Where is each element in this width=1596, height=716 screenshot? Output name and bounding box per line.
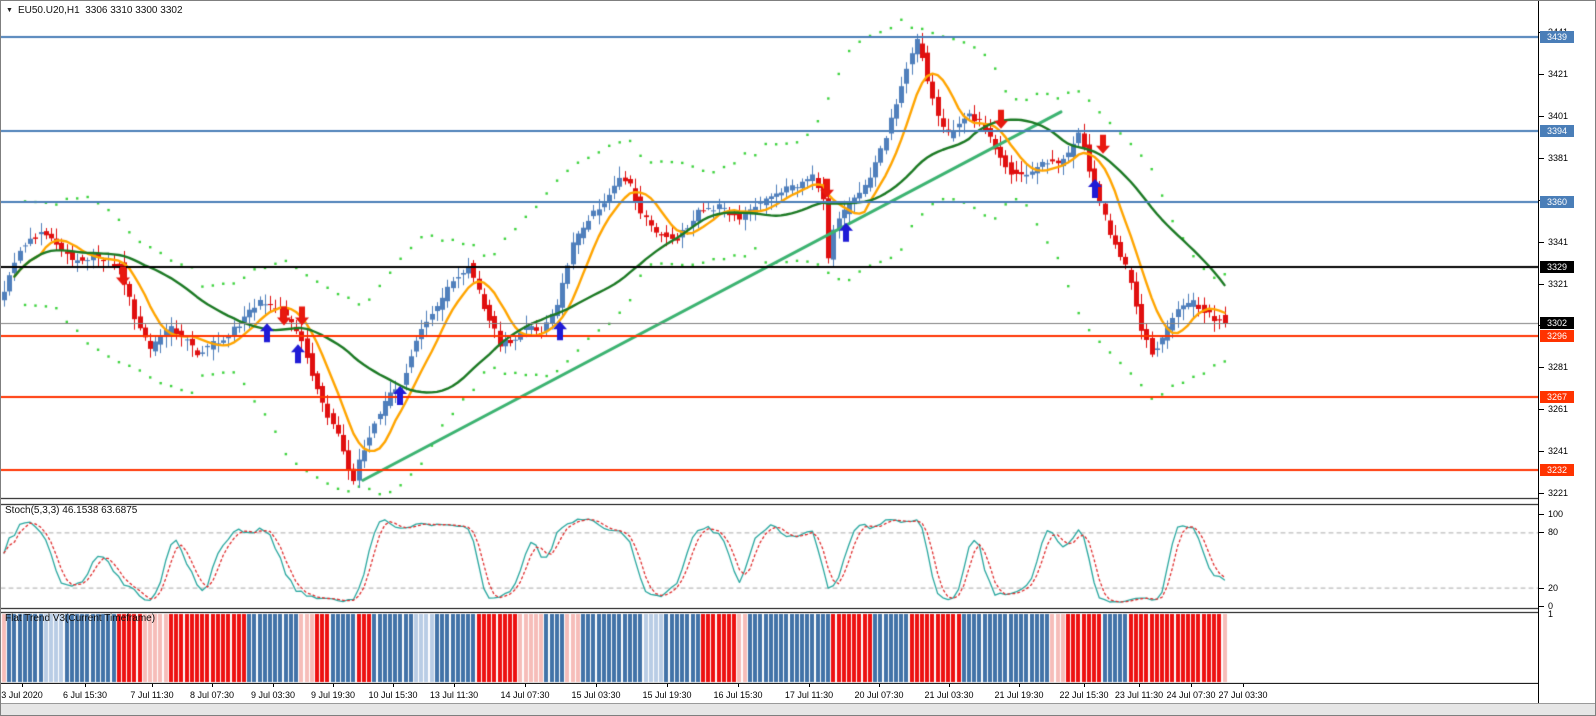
time-axis-label: 20 Jul 07:30 <box>854 690 904 700</box>
chart-canvas[interactable] <box>1 1 1538 684</box>
price-level-badge: 3267 <box>1540 391 1574 403</box>
time-tick-mark <box>667 684 668 687</box>
time-axis-label: 15 Jul 19:30 <box>642 690 692 700</box>
time-axis-label: 7 Jul 11:30 <box>130 690 174 700</box>
price-tick-mark <box>1539 284 1544 285</box>
time-axis-label: 3 Jul 2020 <box>1 690 43 700</box>
time-axis-label: 22 Jul 15:30 <box>1059 690 1109 700</box>
price-tick-mark <box>1539 242 1544 243</box>
stoch-tick-mark <box>1539 588 1544 589</box>
time-axis-label: 15 Jul 03:30 <box>571 690 621 700</box>
time-tick-mark <box>879 684 880 687</box>
price-tick-mark <box>1539 158 1544 159</box>
time-axis-label: 9 Jul 03:30 <box>250 690 296 700</box>
time-tick-mark <box>393 684 394 687</box>
time-tick-mark <box>1084 684 1085 687</box>
flat-tick-label: 1 <box>1548 609 1554 619</box>
price-tick-label: 3281 <box>1548 362 1569 372</box>
stoch-indicator-label: Stoch(5,3,3) 46.1538 63.6875 <box>5 505 138 516</box>
price-tick-mark <box>1539 409 1544 410</box>
stoch-tick-mark <box>1539 514 1544 515</box>
time-axis-label: 16 Jul 15:30 <box>713 690 763 700</box>
time-axis-label: 14 Jul 07:30 <box>500 690 550 700</box>
stoch-tick-label: 80 <box>1548 527 1559 537</box>
price-tick-label: 3341 <box>1548 237 1569 247</box>
time-axis-label: 8 Jul 07:30 <box>189 690 235 700</box>
time-tick-mark <box>454 684 455 687</box>
time-axis-label: 13 Jul 11:30 <box>429 690 479 700</box>
time-tick-mark <box>1191 684 1192 687</box>
time-axis-label: 9 Jul 19:30 <box>310 690 356 700</box>
stoch-tick-label: 20 <box>1548 583 1559 593</box>
price-tick-mark <box>1539 493 1544 494</box>
price-tick-label: 3401 <box>1548 111 1569 121</box>
time-axis-label: 6 Jul 15:30 <box>62 690 108 700</box>
time-tick-mark <box>809 684 810 687</box>
price-level-badge: 3302 <box>1540 317 1574 329</box>
price-tick-mark <box>1539 451 1544 452</box>
time-tick-mark <box>273 684 274 687</box>
time-tick-mark <box>949 684 950 687</box>
price-tick-label: 3421 <box>1548 69 1569 79</box>
time-tick-mark <box>525 684 526 687</box>
time-axis-label: 10 Jul 15:30 <box>368 690 418 700</box>
flat-trend-indicator-label: Flat Trend V3(Current Timeframe) <box>5 613 156 624</box>
stoch-tick-mark <box>1539 532 1544 533</box>
price-level-badge: 3394 <box>1540 125 1574 137</box>
time-tick-mark <box>212 684 213 687</box>
price-tick-label: 3261 <box>1548 404 1569 414</box>
stoch-tick-label: 0 <box>1548 601 1554 611</box>
time-tick-mark <box>1019 684 1020 687</box>
price-level-badge: 3232 <box>1540 464 1574 476</box>
time-tick-mark <box>22 684 23 687</box>
price-level-badge: 3439 <box>1540 31 1574 43</box>
time-tick-mark <box>1139 684 1140 687</box>
price-tick-mark <box>1539 367 1544 368</box>
price-level-badge: 3329 <box>1540 261 1574 273</box>
price-tick-label: 3321 <box>1548 279 1569 289</box>
time-axis-label: 24 Jul 07:30 <box>1166 690 1216 700</box>
time-tick-mark <box>738 684 739 687</box>
time-axis-label: 23 Jul 11:30 <box>1114 690 1164 700</box>
chart-header: ▼ EU50.U20,H1 3306 3310 3300 3302 <box>6 5 183 16</box>
time-tick-mark <box>152 684 153 687</box>
price-tick-mark <box>1539 74 1544 75</box>
stoch-tick-label: 100 <box>1548 509 1564 519</box>
price-level-badge: 3360 <box>1540 196 1574 208</box>
time-tick-mark <box>596 684 597 687</box>
price-axis[interactable]: 3441342134013381336133413321330132813261… <box>1538 1 1595 703</box>
time-axis-label: 21 Jul 03:30 <box>924 690 974 700</box>
price-tick-label: 3381 <box>1548 153 1569 163</box>
price-tick-label: 3241 <box>1548 446 1569 456</box>
window-bottom-strip <box>1 703 1595 715</box>
price-tick-label: 3221 <box>1548 488 1569 498</box>
price-level-badge: 3296 <box>1540 330 1574 342</box>
time-axis-label: 27 Jul 03:30 <box>1218 690 1268 700</box>
stoch-tick-mark <box>1539 606 1544 607</box>
time-axis-label: 21 Jul 19:30 <box>994 690 1044 700</box>
time-axis-label: 17 Jul 11:30 <box>784 690 834 700</box>
time-tick-mark <box>1243 684 1244 687</box>
dropdown-triangle-icon[interactable]: ▼ <box>6 7 13 14</box>
time-axis[interactable]: 3 Jul 2020 6 Jul 15:30 7 Jul 11:30 8 Jul 07… <box>1 684 1538 703</box>
time-tick-mark <box>85 684 86 687</box>
time-tick-mark <box>333 684 334 687</box>
price-tick-mark <box>1539 116 1544 117</box>
symbol-ohlc-label: EU50.U20,H1 3306 3310 3300 3302 <box>17 5 183 16</box>
